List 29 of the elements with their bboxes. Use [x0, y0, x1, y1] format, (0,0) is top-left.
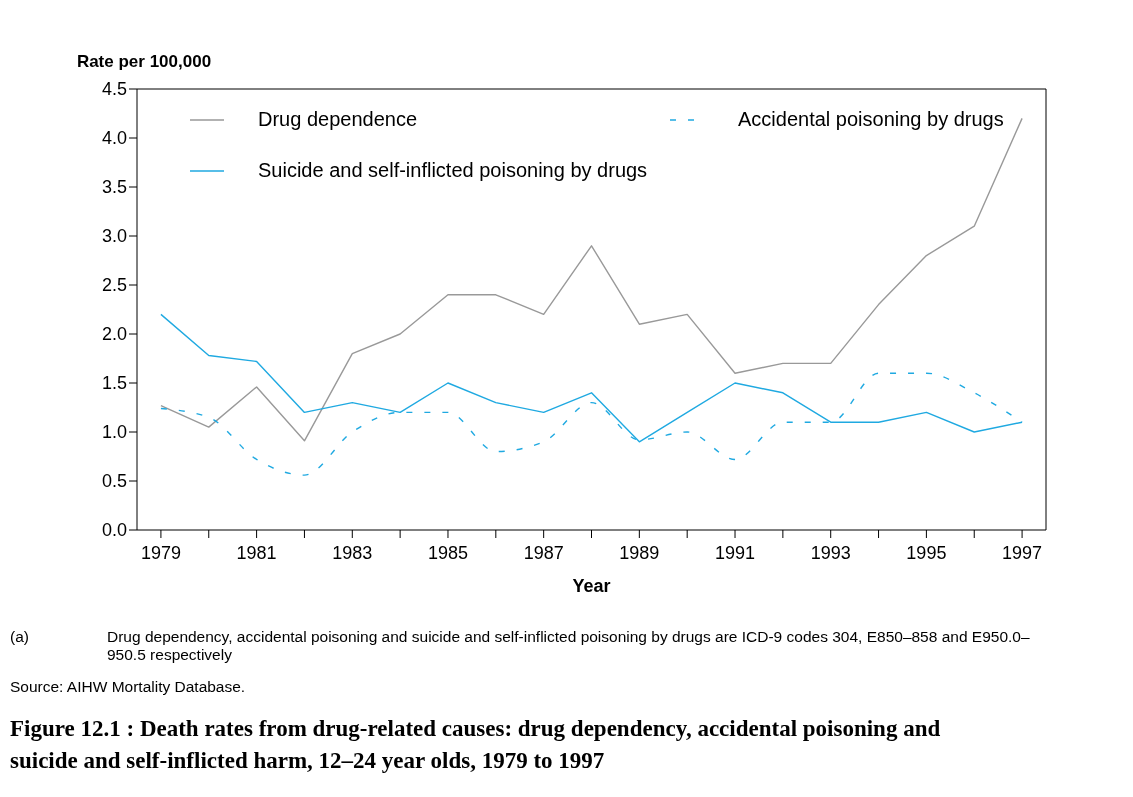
legend-label: Suicide and self-inflicted poisoning by drugs	[258, 159, 648, 182]
y-tick-label: 3.0	[101, 226, 127, 247]
y-tick-label: 1.0	[101, 422, 127, 443]
y-tick-label: 4.0	[101, 128, 127, 149]
x-tick-label: 1993	[810, 542, 851, 563]
y-tick-label: 3.5	[101, 177, 127, 198]
x-tick-label: 1995	[906, 542, 947, 563]
legend-label: Drug dependence	[258, 108, 418, 131]
x-tick-label: 1979	[140, 542, 181, 563]
x-tick-label: 1983	[332, 542, 373, 563]
x-tick-label: 1987	[523, 542, 564, 563]
source-note: Source: AIHW Mortality Database.	[9, 678, 247, 696]
y-axis-title: Rate per 100,000	[76, 52, 212, 71]
legend-label: Accidental poisoning by drugs	[738, 108, 1004, 131]
x-axis-title: Year	[572, 576, 611, 596]
text: Drug dependency, accidental poisoning and suicide and self-inflicted poisoning by drugs are ICD-9 codes 304, E850–858 and E950.0–950.5 respectively	[107, 628, 1031, 664]
x-tick-label: 1981	[236, 542, 277, 563]
x-tick-label: 1985	[427, 542, 468, 563]
y-tick-label: 1.5	[101, 373, 127, 394]
y-tick-label: 2.5	[101, 275, 127, 296]
x-tick-label: 1997	[1002, 542, 1043, 563]
text: Figure 12.1 : Death rates from drug-related causes: drug dependency, accidental poisoning and suicide and self-inflicted harm, 12–24 year olds, 1979 to 1997	[10, 715, 942, 775]
y-tick-label: 2.0	[101, 324, 127, 345]
text: (a)	[9, 628, 30, 647]
y-tick-label: 4.5	[101, 79, 127, 100]
x-tick-label: 1989	[619, 542, 660, 563]
y-tick-label: 0.5	[101, 471, 127, 492]
y-tick-label: 0.0	[101, 520, 127, 541]
x-tick-label: 1991	[715, 542, 756, 563]
